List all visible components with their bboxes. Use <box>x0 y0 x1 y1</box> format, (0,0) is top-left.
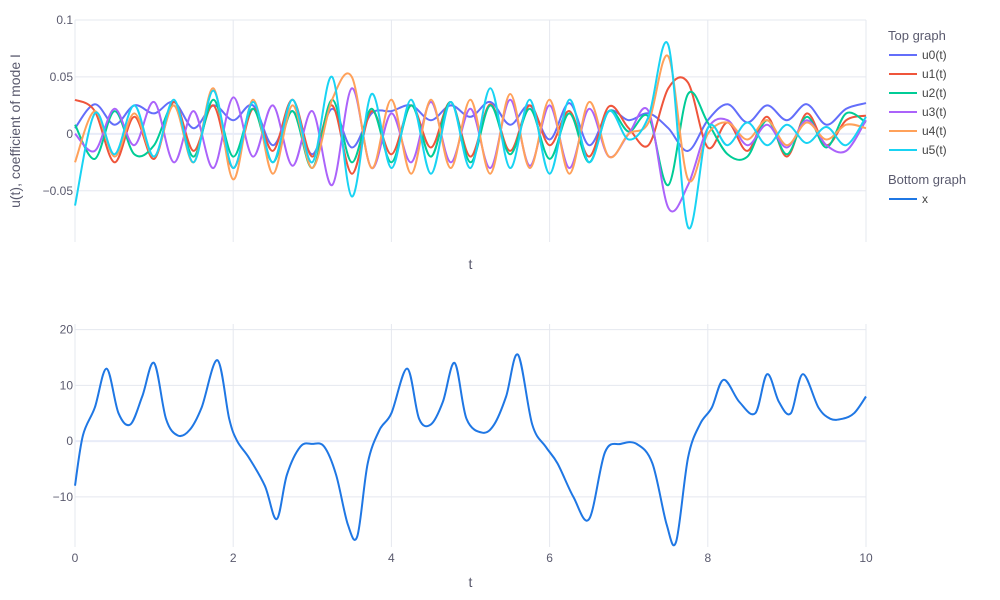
legend-item-label: u5(t) <box>922 143 947 157</box>
legend-item-label: x <box>922 192 928 206</box>
series-line-u5t <box>74 41 867 230</box>
x-tick-label: 4 <box>388 551 395 565</box>
legend-item-label: u0(t) <box>922 48 947 62</box>
y-tick-label: 10 <box>60 378 74 392</box>
legend-group-title: Top graph <box>888 28 946 43</box>
legend: Top graph u0(t) u1(t) u2(t) u3(t) u4(t) u5(t) B… <box>888 28 966 206</box>
y-tick-label: 0.1 <box>56 13 73 27</box>
x-tick-label: 6 <box>546 551 553 565</box>
legend-item-label: u3(t) <box>922 105 947 119</box>
y-tick-label: −10 <box>53 490 74 504</box>
series-line-u3t <box>74 87 867 213</box>
y-axis-title: u(t), coefficient of mode I <box>7 54 23 208</box>
legend-item-label: u4(t) <box>922 124 947 138</box>
legend-item-label: u2(t) <box>922 86 947 100</box>
y-tick-label: 0.05 <box>50 70 74 84</box>
legend-item-label: u1(t) <box>922 67 947 81</box>
y-tick-label: 0 <box>66 434 73 448</box>
x-tick-label: 10 <box>859 551 873 565</box>
series-line-u4t <box>74 54 867 183</box>
y-tick-label: 0 <box>66 127 73 141</box>
x-tick-label: 2 <box>230 551 237 565</box>
x-axis-title: t <box>469 256 473 272</box>
x-tick-label: 0 <box>72 551 79 565</box>
legend-group-title: Bottom graph <box>888 172 966 187</box>
x-axis-title: t <box>469 574 473 590</box>
x-tick-label: 8 <box>704 551 711 565</box>
y-tick-label: 20 <box>60 323 74 337</box>
bottom-plot: 20 10 0 −10 0 2 4 6 8 10 t <box>53 323 873 590</box>
series-line-u1t <box>74 76 867 175</box>
series-line-x <box>74 353 867 547</box>
y-tick-label: −0.05 <box>43 184 74 198</box>
top-plot: 0.1 0.05 0 −0.05 t u(t), coefficient of mode … <box>7 13 867 272</box>
